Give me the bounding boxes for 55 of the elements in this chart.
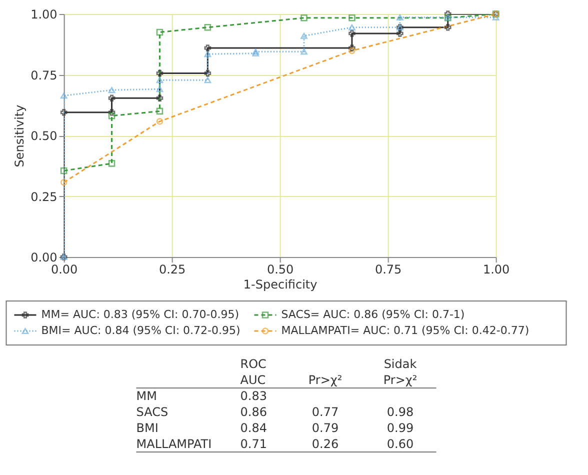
- point: [204, 51, 212, 58]
- point: [156, 118, 164, 125]
- point: [156, 86, 164, 92]
- y-tick-label: 1.00: [30, 8, 58, 22]
- y-tick-label: 0.25: [30, 190, 58, 204]
- point: [204, 77, 212, 84]
- point: [156, 108, 164, 115]
- point: [300, 48, 308, 55]
- point: [60, 167, 68, 174]
- text: SACS 0.86 0.77 0.98: [136, 405, 414, 419]
- point: [108, 160, 116, 167]
- point: [60, 179, 68, 186]
- point: [348, 24, 356, 30]
- point: [348, 44, 356, 52]
- point: [300, 14, 308, 22]
- legend-label: MALLAMPATI= AUC: 0.71 (95% CI: 0.42-0.77): [281, 324, 530, 337]
- point: [60, 92, 68, 99]
- legend-label: MM= AUC: 0.83 (95% CI: 0.70-0.95): [41, 308, 240, 321]
- legend-label: SACS= AUC: 0.86 (95% CI: 0.7-1): [281, 308, 465, 321]
- point: [60, 109, 68, 116]
- x-tick-label: 0.50: [266, 262, 294, 276]
- text: MALLAMPATI 0.71 0.26 0.60: [136, 437, 414, 451]
- point: [108, 94, 116, 102]
- point: [204, 24, 212, 31]
- point: [396, 30, 404, 37]
- point: [300, 32, 308, 39]
- point: [348, 47, 356, 54]
- point: [348, 14, 356, 22]
- point: [156, 70, 164, 77]
- point: [156, 94, 164, 102]
- y-axis-title: Sensitivity: [12, 104, 27, 168]
- point: [204, 44, 212, 52]
- point: [444, 10, 452, 18]
- x-tick-label: 0.00: [50, 262, 78, 276]
- y-tick-label: 0.75: [30, 68, 58, 82]
- point: [204, 70, 212, 77]
- point: [492, 14, 500, 20]
- x-tick-label: 1.00: [482, 262, 510, 276]
- legend-label: BMI= AUC: 0.84 (95% CI: 0.72-0.95): [41, 324, 240, 337]
- text: BMI 0.84 0.79 0.99: [136, 421, 414, 435]
- point: [396, 14, 404, 20]
- point: [108, 112, 116, 120]
- x-tick-label: 0.25: [158, 262, 186, 276]
- text: MM 0.83: [136, 389, 267, 403]
- point: [108, 109, 116, 116]
- text: ROC AUC Pr>χ² Sidak Pr>χ²: [240, 357, 418, 387]
- point: [444, 24, 452, 31]
- point: [108, 87, 116, 94]
- point: [156, 28, 164, 36]
- y-tick-label: 0.00: [30, 250, 58, 264]
- point: [156, 77, 164, 84]
- x-axis-title: 1-Specificity: [243, 278, 318, 292]
- y-tick-label: 0.50: [30, 129, 58, 143]
- point: [348, 30, 356, 37]
- x-tick-label: 0.75: [374, 262, 402, 276]
